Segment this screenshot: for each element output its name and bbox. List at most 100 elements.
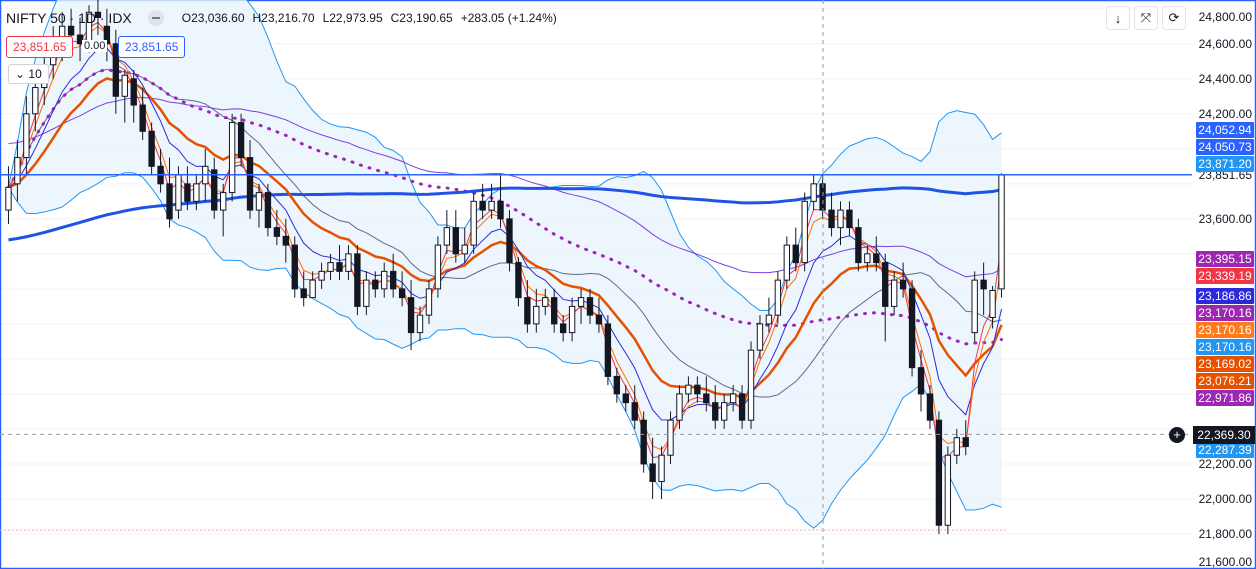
crosshair-price-label: 22,369.30 xyxy=(1193,426,1255,444)
candle-body xyxy=(76,34,84,45)
candle-body xyxy=(631,402,638,421)
candle-body xyxy=(944,454,952,526)
price-tick: 24,400.00 xyxy=(1198,71,1252,86)
ohlc-open: O23,036.60 xyxy=(181,11,245,25)
candle-body xyxy=(694,384,701,395)
candle-body xyxy=(166,183,173,220)
candle-body xyxy=(524,297,531,325)
ema-navy-line xyxy=(8,47,1003,421)
ema-200-line xyxy=(8,186,1002,242)
candle-body xyxy=(407,297,415,334)
candle-body xyxy=(398,288,406,299)
candle-body xyxy=(828,209,835,229)
candle-body xyxy=(774,279,782,316)
sma-dotted-line xyxy=(6,67,1004,346)
candle-body xyxy=(175,174,182,211)
collapse-icon[interactable]: ⤧ xyxy=(1134,6,1158,30)
chart-toolbar: ↓ ⤧ ⟳ xyxy=(1106,6,1186,30)
candle-body xyxy=(622,393,629,404)
candle-body xyxy=(962,437,969,447)
candle-body xyxy=(443,227,451,246)
indicator-value-tag: 23,871.20 xyxy=(1196,156,1254,172)
candle-body xyxy=(506,218,513,264)
candle-body xyxy=(372,279,379,290)
candle-body xyxy=(568,305,576,334)
candle-body xyxy=(551,297,558,325)
candle-body xyxy=(980,279,987,290)
candle-body xyxy=(935,419,943,526)
quantity-field[interactable]: ⌄ 10 xyxy=(8,64,49,84)
candle-body xyxy=(658,454,665,482)
candle-body xyxy=(810,183,817,202)
candle-body xyxy=(211,169,218,211)
candle-body xyxy=(130,78,137,106)
candle-body xyxy=(864,253,871,264)
candle-body xyxy=(264,192,272,229)
price-tick: 23,600.00 xyxy=(1198,211,1252,226)
price-tick: 22,200.00 xyxy=(1198,456,1252,471)
candle-body xyxy=(425,288,433,316)
price-tick: 24,600.00 xyxy=(1198,36,1252,51)
candle-body xyxy=(67,25,75,36)
indicator-value-tag: 22,287.39 xyxy=(1196,442,1254,458)
candle-body xyxy=(363,279,370,307)
candle-body xyxy=(998,174,1005,290)
indicator-value-tag: 23,395.15 xyxy=(1196,251,1254,267)
quantity-value: 10 xyxy=(28,67,42,81)
arrow-down-icon[interactable]: ↓ xyxy=(1106,6,1130,30)
candle-body xyxy=(246,157,254,211)
ema-red-line xyxy=(8,21,1003,459)
indicator-value-tag: 23,170.16 xyxy=(1196,322,1254,338)
candle-body xyxy=(613,375,621,395)
crosshair-add-icon[interactable]: + xyxy=(1169,427,1185,443)
indicator-value-tag: 23,339.19 xyxy=(1196,268,1254,284)
candle-body xyxy=(416,314,424,334)
spread-value: 0.00 xyxy=(82,40,108,52)
candle-body xyxy=(756,323,764,351)
ohlc-high: H23,216.70 xyxy=(252,11,315,25)
candle-body xyxy=(783,244,790,281)
candle-body xyxy=(559,323,567,334)
candle-body xyxy=(345,253,352,272)
indicator-value-tag: 23,169.02 xyxy=(1196,356,1254,372)
indicator-value-tag: 22,971.86 xyxy=(1196,390,1254,406)
market-status-icon[interactable] xyxy=(147,10,164,26)
refresh-icon[interactable]: ⟳ xyxy=(1162,6,1186,30)
candle-body xyxy=(604,323,612,377)
symbol-title[interactable]: NIFTY 50 · 1D · IDX xyxy=(6,10,132,26)
candle-body xyxy=(595,314,603,325)
candle-body xyxy=(703,393,710,404)
indicator-value-tag: 23,186.86 xyxy=(1196,288,1254,304)
candle-body xyxy=(801,200,808,264)
candle-body xyxy=(738,393,746,421)
candle-body xyxy=(381,270,388,290)
buy-button[interactable]: 23,851.65 xyxy=(118,36,186,58)
candle-body xyxy=(193,183,200,202)
sell-button[interactable]: 23,851.65 xyxy=(6,36,74,58)
candle-body xyxy=(148,130,155,167)
candle-body xyxy=(640,419,647,465)
candle-body xyxy=(837,209,844,229)
indicator-value-tag: 24,050.73 xyxy=(1196,139,1254,155)
price-tick: 21,600.00 xyxy=(1198,555,1252,569)
candle-body xyxy=(542,297,549,307)
candle-body xyxy=(14,157,21,185)
candle-body xyxy=(917,367,925,395)
candle-body xyxy=(792,244,799,264)
candle-body xyxy=(533,305,540,325)
candle-body xyxy=(470,200,477,246)
candle-body xyxy=(318,270,325,281)
candle-body xyxy=(765,314,773,325)
candle-body xyxy=(184,183,191,202)
candle-body xyxy=(882,262,889,307)
indicator-value-tag: 23,170.16 xyxy=(1196,305,1254,321)
candle-body xyxy=(971,279,978,334)
candle-body xyxy=(228,122,236,194)
candle-body xyxy=(721,402,728,421)
candle-body xyxy=(94,11,102,19)
candle-body xyxy=(649,463,656,482)
ohlc-close: C23,190.65 xyxy=(390,11,453,25)
candle-body xyxy=(586,297,594,316)
